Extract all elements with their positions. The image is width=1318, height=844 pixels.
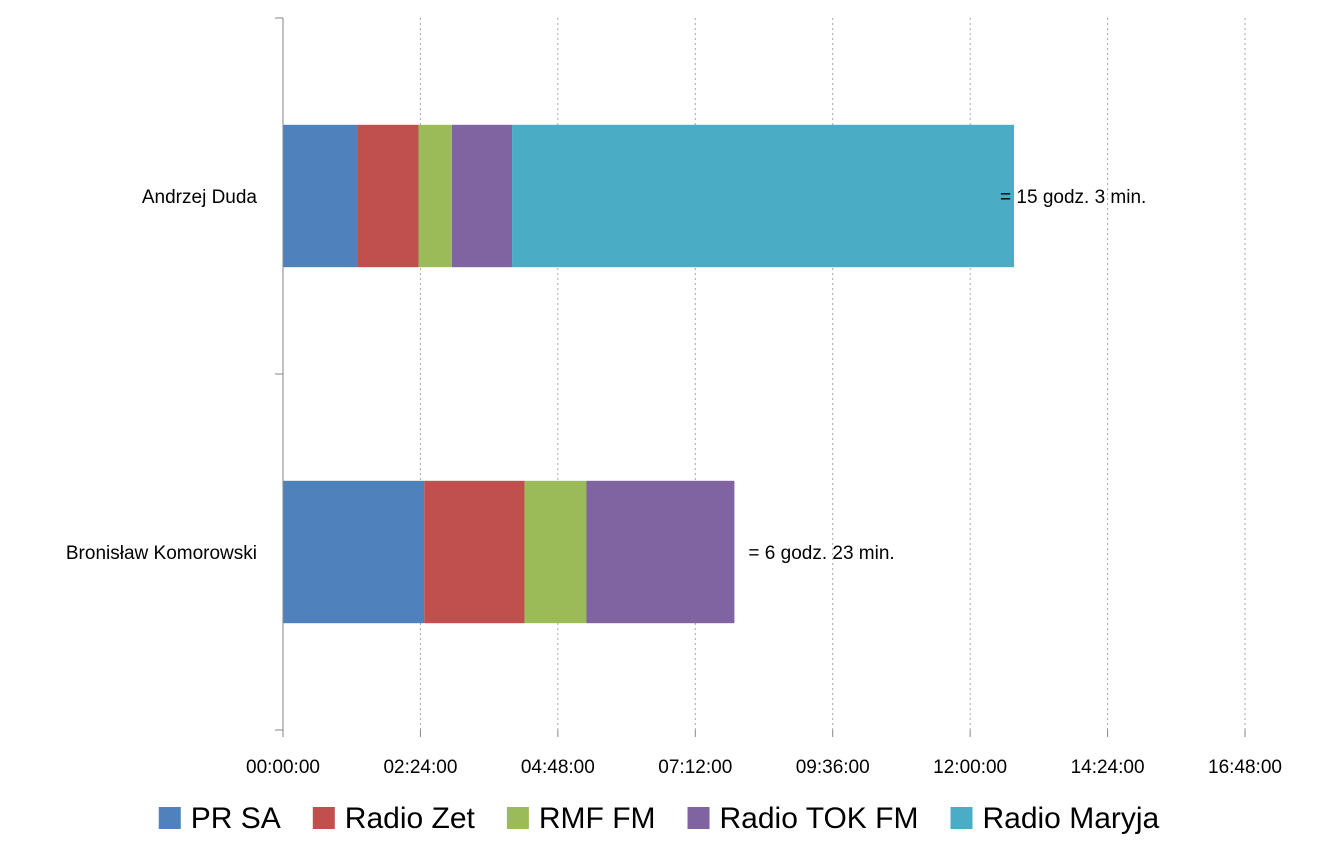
total-label: = 15 godz. 3 min. — [1000, 187, 1146, 208]
x-tick-label: 14:24:00 — [1071, 757, 1145, 778]
category-label: Andrzej Duda — [142, 187, 258, 208]
legend-swatch — [687, 807, 710, 829]
x-tick-label: 12:00:00 — [933, 757, 1007, 778]
legend-swatch — [506, 807, 529, 829]
category-label: Bronisław Komorowski — [66, 543, 257, 564]
bar-segment — [283, 480, 425, 624]
bar-segment — [283, 124, 358, 268]
grid-lines — [419, 18, 1246, 730]
x-tick-label: 00:00:00 — [246, 757, 320, 778]
bars — [283, 124, 1015, 624]
x-tick-label: 16:48:00 — [1208, 757, 1282, 778]
x-tick-label: 04:48:00 — [521, 757, 595, 778]
legend: PR SA Radio Zet RMF FM Radio TOK FM Radio Ma… — [158, 802, 1160, 835]
legend-label: Radio TOK FM — [720, 802, 919, 835]
legend-swatch — [312, 807, 335, 829]
bar-segment — [451, 124, 513, 268]
bar-segment — [418, 124, 452, 268]
axes — [275, 17, 1246, 737]
bar-segment — [524, 480, 587, 624]
bar-segment — [424, 480, 525, 624]
legend-label: Radio Maryja — [982, 802, 1159, 835]
x-tick-label: 07:12:00 — [658, 757, 732, 778]
legend-swatch — [158, 807, 181, 829]
legend-label: RMF FM — [539, 802, 656, 835]
legend-label: PR SA — [191, 802, 281, 835]
legend-swatch — [950, 807, 973, 829]
total-label: = 6 godz. 23 min. — [748, 543, 894, 564]
bar-segment — [512, 124, 1015, 268]
legend-label: Radio Zet — [345, 802, 476, 835]
x-tick-label: 02:24:00 — [383, 757, 457, 778]
bar-segment — [357, 124, 419, 268]
bar-segment — [586, 480, 735, 624]
labels: 00:00:00 02:24:00 04:48:00 07:12:00 09:36:00… — [66, 187, 1282, 778]
x-tick-label: 09:36:00 — [796, 757, 870, 778]
